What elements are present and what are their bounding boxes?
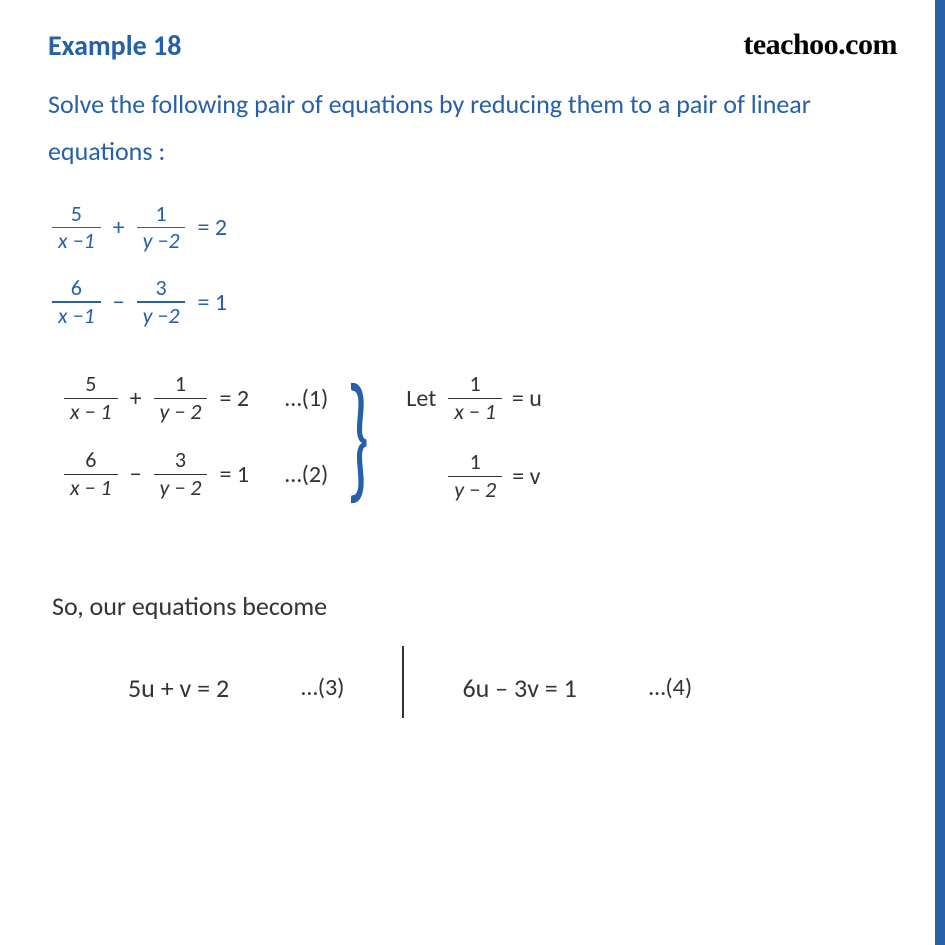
equation-tag: …(1): [285, 384, 328, 413]
frac-den: x −1: [52, 228, 101, 254]
frac-den: x −1: [52, 303, 101, 329]
frac-num: 1: [149, 201, 172, 227]
operator: +: [130, 384, 142, 413]
equation-2: 6 x −1 − 3 y −2 = 1: [48, 275, 897, 329]
equals-v: = v: [512, 462, 540, 491]
header: Example 18 teachoo.com: [48, 28, 897, 63]
numbered-equations: 5 x − 1 + 1 y − 2 = 2 …(1) 6 x − 1: [48, 371, 328, 504]
frac-den: y − 2: [448, 477, 502, 503]
frac-den: y −2: [137, 228, 186, 254]
frac-den: y − 2: [154, 475, 208, 501]
equals-u: = u: [512, 384, 542, 413]
equation-rhs: = 2: [219, 384, 249, 413]
brand-logo: teachoo.com: [743, 28, 897, 62]
frac-den: x − 1: [64, 475, 118, 501]
equation-4: 6u – 3v = 1: [462, 672, 576, 704]
equation-tag: …(2): [285, 460, 328, 489]
equation-3: 5u + v = 2: [128, 672, 229, 704]
equation-rhs: = 1: [197, 288, 227, 317]
frac-den: x − 1: [64, 399, 118, 425]
frac-num: 3: [169, 447, 192, 473]
example-title: Example 18: [48, 28, 181, 63]
operator: +: [113, 213, 125, 242]
equation-rhs: = 1: [219, 460, 249, 489]
frac-den: y − 2: [154, 399, 208, 425]
frac-num: 5: [79, 371, 102, 397]
substitution-defs: Let 1 x − 1 = u 1 y − 2 = v: [378, 371, 542, 504]
equation-tag: …(3): [301, 673, 344, 702]
substitution-section: 5 x − 1 + 1 y − 2 = 2 …(1) 6 x − 1: [48, 371, 897, 504]
frac-num: 6: [65, 275, 88, 301]
vertical-divider: [402, 646, 404, 718]
frac-num: 1: [464, 449, 487, 475]
frac-num: 5: [65, 201, 88, 227]
equation-1: 5 x −1 + 1 y −2 = 2: [48, 201, 897, 255]
linear-equations: 5u + v = 2 …(3) 6u – 3v = 1 …(4): [48, 658, 897, 718]
side-stripe: [935, 0, 945, 945]
equation-tag: …(4): [649, 673, 692, 702]
frac-den: x − 1: [448, 399, 502, 425]
operator: −: [130, 460, 142, 489]
frac-den: y −2: [137, 303, 186, 329]
transition-text: So, our equations become: [52, 590, 897, 622]
problem-statement: Solve the following pair of equations by…: [48, 81, 897, 175]
frac-num: 1: [169, 371, 192, 397]
frac-num: 1: [463, 371, 486, 397]
brace-icon: }: [338, 371, 378, 504]
equation-rhs: = 2: [197, 213, 227, 242]
operator: −: [113, 288, 125, 317]
let-label: Let: [406, 384, 436, 413]
frac-num: 3: [149, 275, 172, 301]
frac-num: 6: [79, 447, 102, 473]
